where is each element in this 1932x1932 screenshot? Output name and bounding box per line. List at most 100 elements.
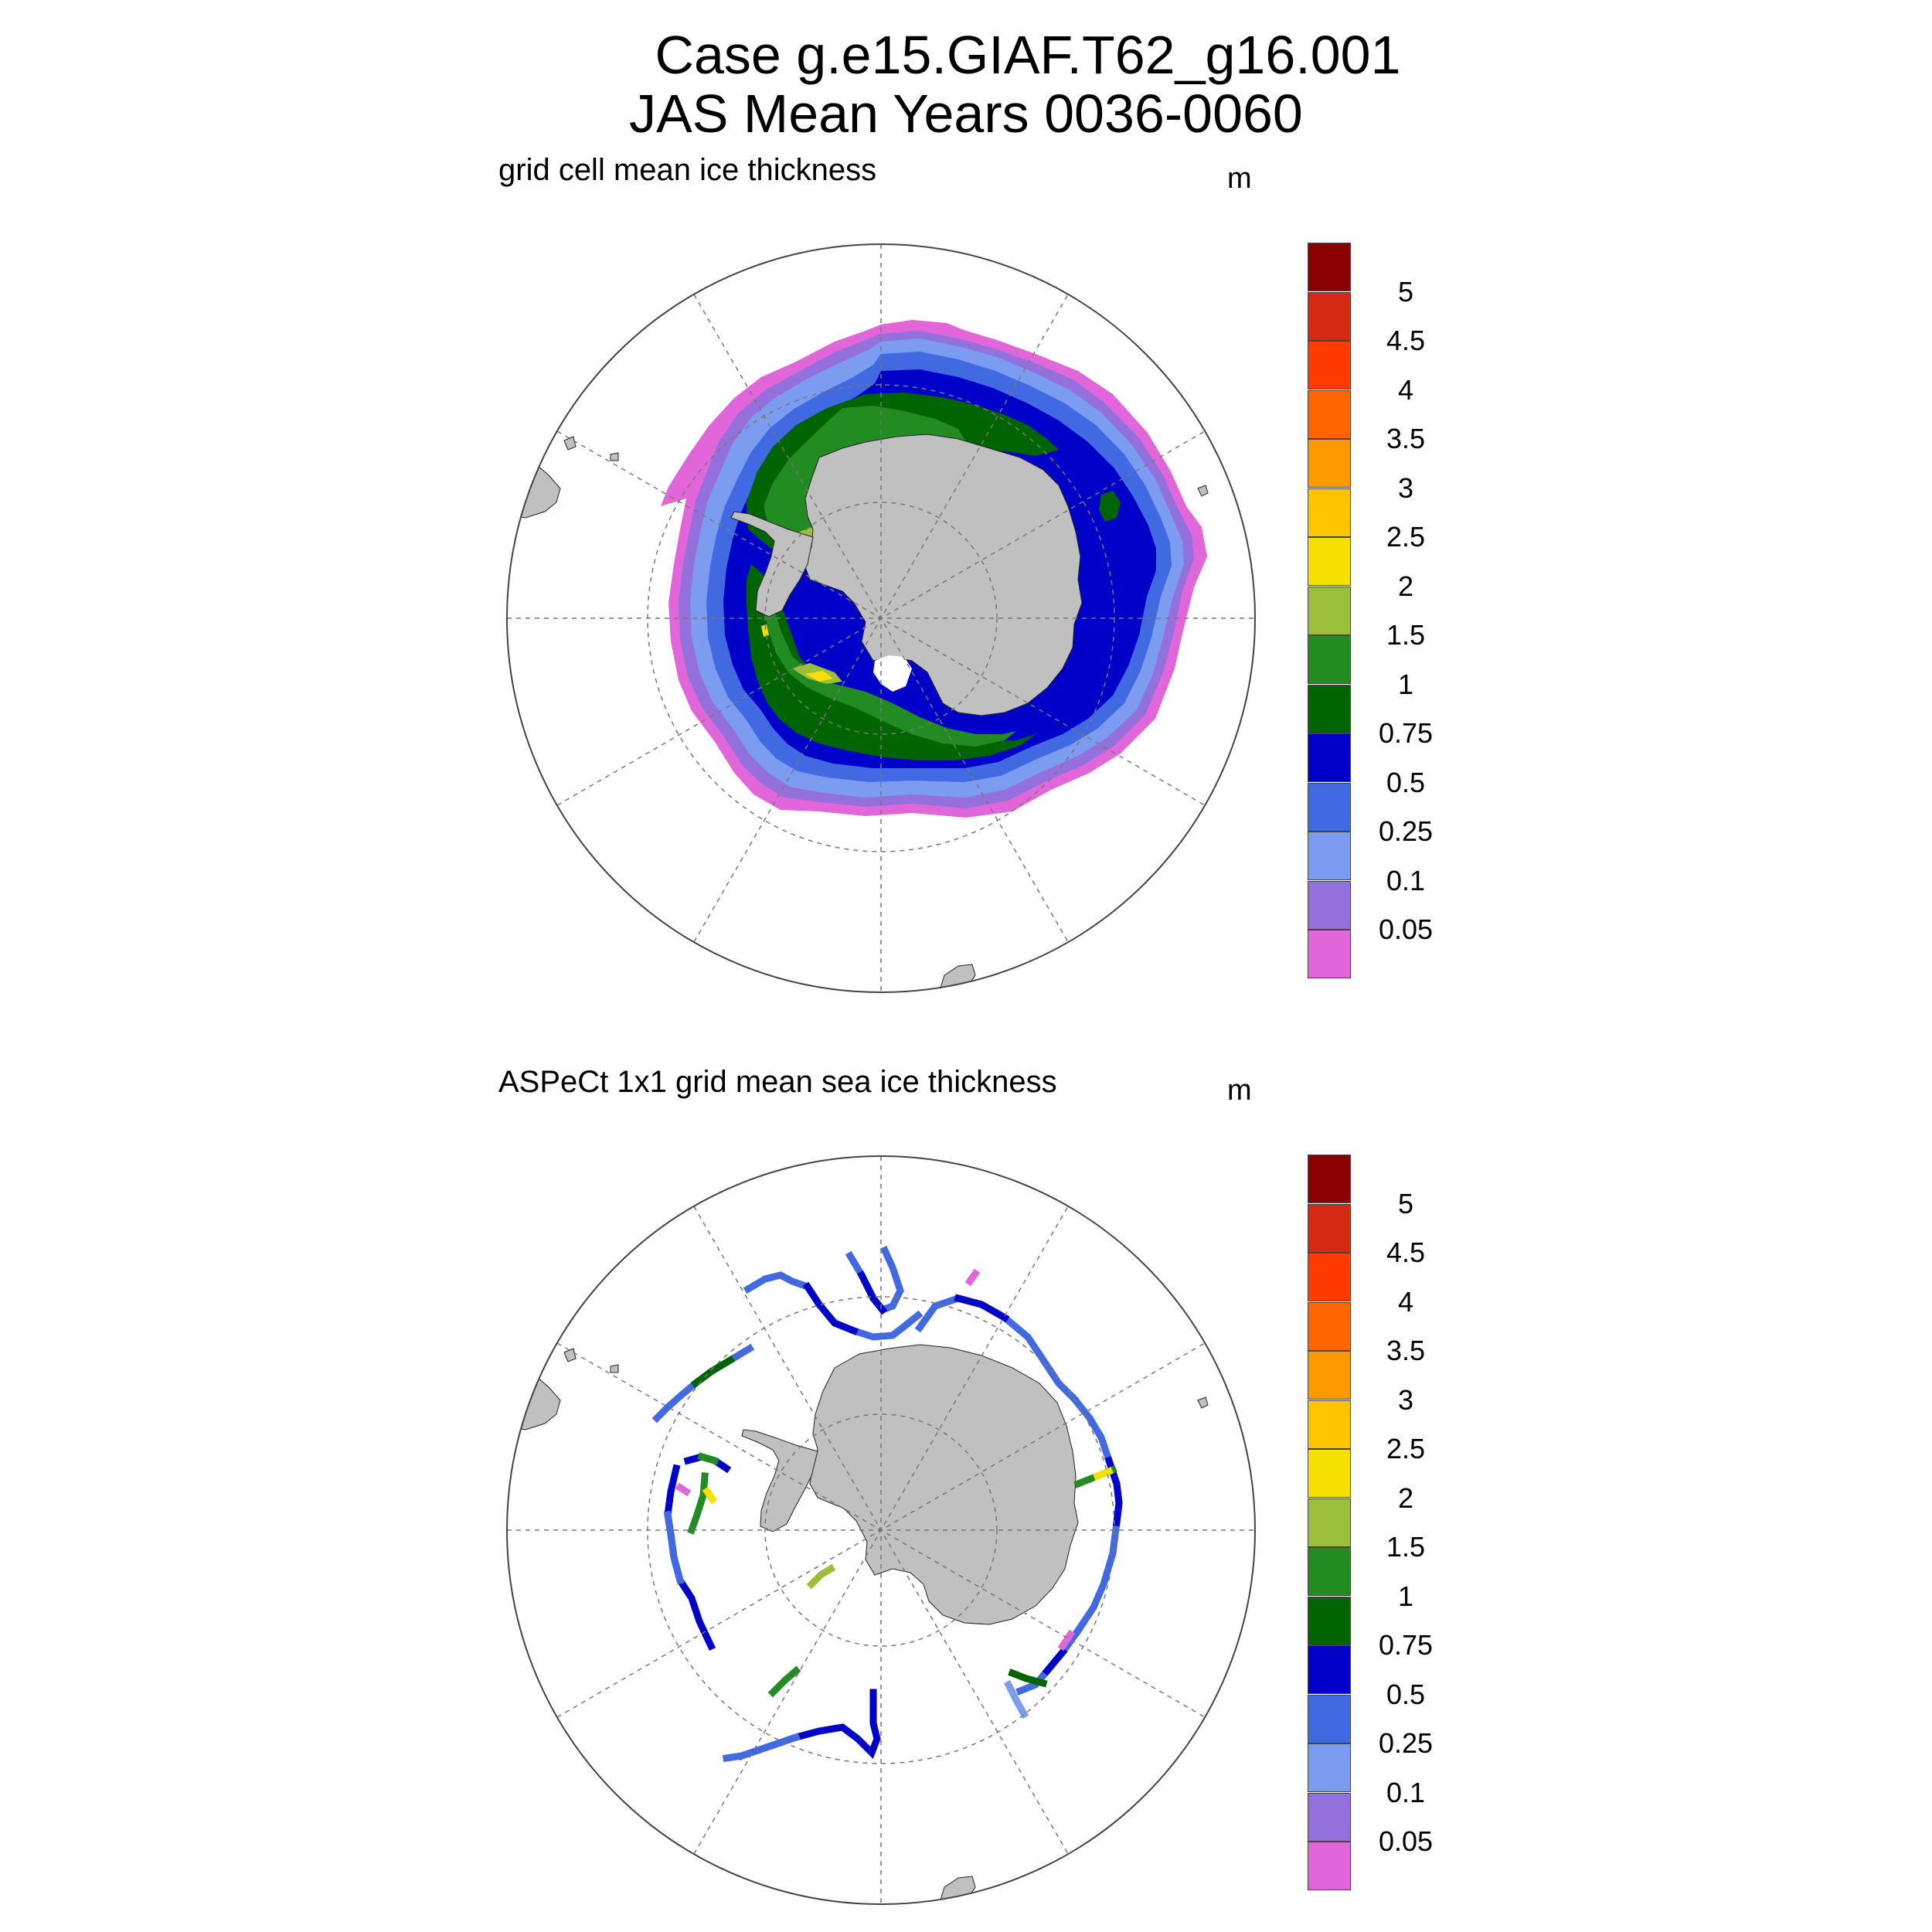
colorbar-tick-label: 2.5 (1386, 521, 1426, 553)
obs-track-ross-tail (1003, 1679, 1029, 1719)
south-america-land (507, 1348, 619, 1430)
obs-track-east-antarctic (1069, 1393, 1123, 1636)
colorbar-segment (1308, 1596, 1351, 1645)
obs-track-indian-ridge-thick (954, 1294, 1010, 1323)
colorbar-segment (1308, 1547, 1351, 1596)
colorbar-tick-label: 1 (1397, 1580, 1414, 1612)
colorbar-segment (1308, 1203, 1351, 1253)
obs-track-bellingshausen-thick (690, 1355, 736, 1389)
kerguelen-island (1197, 1396, 1209, 1409)
colorbar-segment (1308, 537, 1351, 586)
colorbar-segment (1308, 1351, 1351, 1400)
colorbar-segment (1308, 439, 1351, 488)
map-boundary (506, 1155, 1256, 1905)
colorbar-tick-label: 5 (1397, 275, 1414, 308)
obs-track-east-yellow (1093, 1467, 1114, 1481)
colorbar-segment (1308, 1645, 1351, 1694)
latitude-circle-70s (764, 502, 998, 735)
meridian-150 (693, 1206, 1069, 1855)
colorbar-tick-label: 0.05 (1378, 1825, 1434, 1857)
obs-track-peninsula-green (697, 1452, 719, 1465)
panel-aspect-title: ASPeCt 1x1 grid mean sea ice thickness (498, 1065, 1057, 1099)
colorbar-segment (1308, 1155, 1351, 1203)
new-zealand-land (938, 1876, 976, 1904)
colorbar-tick-label: 0.75 (1378, 717, 1434, 749)
map-boundary (506, 243, 1256, 993)
antarctic-peninsula (730, 511, 814, 617)
obs-track-amundsen-green (687, 1472, 709, 1535)
colorbar-segment (1308, 488, 1351, 537)
colorbar-tick-label: 0.25 (1378, 1727, 1434, 1759)
colorbar-segment (1308, 1498, 1351, 1547)
colorbar-tick-label: 1.5 (1386, 1531, 1426, 1563)
panel-model-title: grid cell mean ice thickness (498, 153, 877, 187)
colorbar-segment (1308, 243, 1351, 291)
colorbar-tick-label: 2 (1397, 1481, 1414, 1514)
obs-track-ross-east-thick (1042, 1647, 1068, 1676)
antarctic-peninsula (741, 1429, 818, 1532)
colorbar-tick-label: 0.5 (1386, 766, 1426, 798)
colorbar-segment (1308, 733, 1351, 782)
south-america-land (507, 436, 619, 519)
obs-track-pacific-south-blue (722, 1733, 801, 1763)
colorbar-segment (1308, 782, 1351, 832)
obs-track-bellingshausen (651, 1343, 755, 1423)
colorbar-segment (1308, 291, 1351, 341)
colorbar-segment (1308, 1842, 1351, 1890)
obs-track-weddell-spur-thick (856, 1270, 888, 1315)
colorbar-segment (1308, 341, 1351, 389)
ice-contour-2-5 (761, 624, 833, 682)
obs-track-drake-pink (675, 1482, 692, 1497)
colorbar-tick-label: 4.5 (1386, 325, 1426, 356)
panel-model-units: m (1227, 162, 1252, 195)
obs-track-amundsen-blue (663, 1510, 685, 1585)
colorbar-segment (1308, 1301, 1351, 1351)
obs-track-pink-tip (964, 1268, 981, 1287)
colorbar-tick-label: 3 (1397, 471, 1414, 504)
colorbar-tick-label: 3 (1397, 1383, 1414, 1416)
colorbar-segment (1308, 1694, 1351, 1743)
colorbar-tick-label: 0.25 (1378, 815, 1434, 847)
obs-track-ross-green (1008, 1668, 1048, 1688)
colorbar-tick-label: 4 (1397, 1285, 1414, 1318)
colorbar-segment (1308, 930, 1351, 978)
colorbar-segment (1308, 389, 1351, 439)
colorbar-tick-label: 0.75 (1378, 1629, 1434, 1661)
colorbar-tick-label: 5 (1397, 1187, 1414, 1219)
obs-track-pacific-green (767, 1665, 801, 1698)
obs-track-ross-sea-dots (806, 1563, 836, 1590)
model-ice-thickness-map (506, 243, 1256, 993)
new-zealand-land (938, 964, 976, 992)
colorbar-tick-label: 4.5 (1386, 1236, 1426, 1268)
colorbar-tick-label: 3.5 (1386, 1335, 1426, 1366)
figure-title-period: JAS Mean Years 0036-0060 (629, 83, 1303, 144)
colorbar-tick-label: 0.5 (1386, 1678, 1426, 1710)
colorbar-segment (1308, 1400, 1351, 1449)
colorbar-tick-label: 0.1 (1386, 1776, 1426, 1808)
colorbar-tick-label: 3.5 (1386, 423, 1426, 454)
panel-aspect-units: m (1227, 1074, 1252, 1107)
colorbar-segment (1308, 684, 1351, 733)
figure-title-case: Case g.e15.GIAF.T62_g16.001 (655, 25, 1401, 85)
meridian-150 (693, 294, 1069, 943)
colorbar-segment (1308, 832, 1351, 880)
obs-track-weddell-north-thick (802, 1281, 859, 1335)
colorbar-tick-label: 2.5 (1386, 1433, 1426, 1464)
kerguelen-island (1197, 485, 1209, 497)
colorbar-tick-label: 1 (1397, 668, 1414, 700)
aspect-ice-thickness-map (506, 1155, 1256, 1905)
latitude-circle-70s (764, 1413, 998, 1647)
colorbar-segment (1308, 880, 1351, 930)
obs-track-ross-pink (1057, 1629, 1076, 1651)
colorbar-tick-label: 2 (1397, 570, 1414, 602)
colorbar-tick-label: 0.05 (1378, 913, 1434, 945)
colorbar-segment (1308, 635, 1351, 684)
ross-ice-shelf (873, 655, 912, 692)
colorbar-segment (1308, 1743, 1351, 1792)
antarctica-landmass (809, 1344, 1079, 1625)
colorbar-segment (1308, 1253, 1351, 1301)
colorbar-segment (1308, 1792, 1351, 1842)
colorbar-tick-label: 0.1 (1386, 864, 1426, 896)
colorbar-segment (1308, 586, 1351, 635)
obs-track-peninsula-yellow (702, 1486, 718, 1505)
